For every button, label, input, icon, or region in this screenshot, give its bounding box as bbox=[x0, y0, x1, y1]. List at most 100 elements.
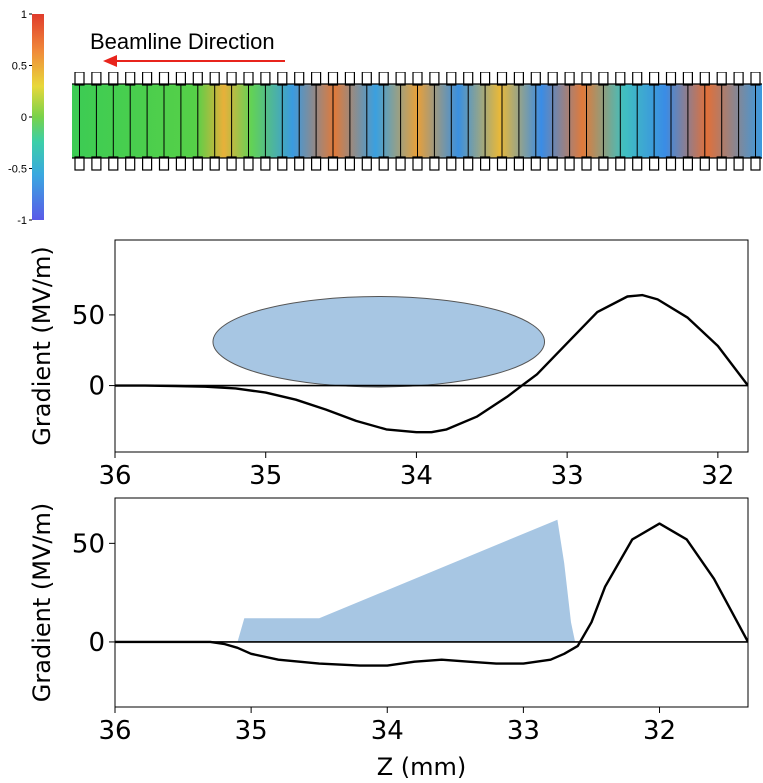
x-tick-label-2: 34 bbox=[371, 716, 404, 746]
cavity-iris-bottom bbox=[175, 156, 186, 171]
x-tick-label-1: 35 bbox=[235, 716, 268, 746]
cavity-iris-bottom bbox=[226, 156, 237, 171]
cavity-iris-top bbox=[615, 72, 626, 86]
cavity-iris-top bbox=[665, 72, 677, 86]
cavity-iris-top bbox=[226, 72, 237, 86]
cavity-iris-bottom bbox=[750, 156, 761, 171]
cavity-iris-top bbox=[243, 72, 254, 86]
cavity-iris-top bbox=[480, 72, 491, 86]
cavity-iris-top bbox=[513, 72, 525, 86]
wake-ellipse bbox=[212, 296, 546, 388]
cavity-iris-bottom bbox=[429, 156, 440, 171]
cavity-iris-top bbox=[74, 72, 85, 86]
cavity-iris-bottom bbox=[598, 156, 609, 171]
y-tick-label-0: 50 bbox=[72, 529, 105, 559]
cavity-iris-top bbox=[175, 72, 186, 86]
cavity-iris-top bbox=[311, 72, 322, 86]
beamline-direction-label: Beamline Direction bbox=[90, 29, 275, 54]
cavity-iris-top bbox=[344, 72, 355, 86]
cavity-iris-top bbox=[699, 72, 710, 86]
cavity-iris-bottom bbox=[733, 156, 744, 171]
cavity-iris-bottom bbox=[412, 156, 423, 171]
cavity-iris-top bbox=[91, 72, 102, 86]
cavity-iris-bottom bbox=[192, 156, 203, 171]
cavity-iris-top bbox=[260, 72, 271, 86]
cavity-iris-bottom bbox=[682, 156, 694, 171]
cavity-iris-bottom bbox=[158, 156, 170, 171]
x-tick-label-1: 35 bbox=[249, 461, 282, 491]
cavity-iris-top bbox=[277, 72, 288, 86]
cavity-iris-bottom bbox=[480, 156, 491, 171]
cavity-iris-top bbox=[581, 72, 592, 86]
cavity-iris-bottom bbox=[260, 156, 271, 171]
series-line-0 bbox=[115, 522, 748, 667]
cavity-iris-bottom bbox=[581, 156, 592, 171]
cavity-iris-bottom bbox=[496, 156, 508, 171]
cavity-iris-top bbox=[429, 72, 440, 86]
x-tick-label-4: 32 bbox=[701, 461, 734, 491]
cavity-iris-top bbox=[378, 72, 389, 86]
chart-bottom: 36 35 34 33 32 50 0 Gradient (MV/m) Z (mm) bbox=[28, 497, 749, 781]
cavity-iris-bottom bbox=[530, 156, 541, 171]
colorbar-gradient bbox=[32, 14, 44, 220]
cavity-iris-top bbox=[294, 72, 305, 86]
cavity-iris-bottom bbox=[243, 156, 254, 171]
y-tick-label-1: 0 bbox=[88, 372, 105, 402]
cavity-iris-bottom bbox=[513, 156, 525, 171]
y-axis-label: Gradient (MV/m) bbox=[28, 503, 56, 702]
colorbar: 1 0.5 0 -0.5 -1 bbox=[8, 9, 44, 227]
cavity-iris-bottom bbox=[125, 156, 136, 171]
cavity-iris-top bbox=[682, 72, 694, 86]
cavity-iris-bottom bbox=[378, 156, 389, 171]
cavity-iris-top bbox=[463, 72, 474, 86]
x-tick-label-4: 32 bbox=[643, 716, 676, 746]
cavity-iris-top bbox=[750, 72, 761, 86]
colorbar-tick-label-0: 1 bbox=[21, 9, 27, 21]
y-axis-label: Gradient (MV/m) bbox=[28, 246, 56, 445]
cavity-iris-bottom bbox=[91, 156, 102, 171]
x-tick-label-3: 33 bbox=[507, 716, 540, 746]
plot-frame bbox=[114, 239, 749, 453]
series-line-0 bbox=[115, 293, 748, 434]
x-tick-label-0: 36 bbox=[98, 461, 131, 491]
cavity-iris-bottom bbox=[615, 156, 626, 171]
cavity-iris-top bbox=[327, 72, 339, 86]
cavity-iris-top bbox=[648, 72, 660, 86]
cavity-iris-top bbox=[142, 72, 153, 86]
cavity-iris-bottom bbox=[716, 156, 727, 171]
cavity-iris-bottom bbox=[361, 156, 372, 171]
cavity-iris-top bbox=[496, 72, 508, 86]
cavity-iris-top bbox=[733, 72, 744, 86]
cavity-iris-bottom bbox=[142, 156, 153, 171]
colorbar-tick-label-1: 0.5 bbox=[12, 61, 27, 73]
cavity-iris-bottom bbox=[463, 156, 474, 171]
cavity-iris-bottom bbox=[395, 156, 406, 171]
x-tick-label-3: 33 bbox=[551, 461, 584, 491]
cavity-iris-bottom bbox=[446, 156, 457, 171]
cavity-iris-bottom bbox=[648, 156, 660, 171]
y-tick-label-0: 50 bbox=[72, 301, 105, 331]
beamline-direction-arrow bbox=[103, 55, 285, 67]
cavity-iris-top bbox=[412, 72, 423, 86]
cavity-iris-bottom bbox=[74, 156, 85, 171]
cavity-iris-top bbox=[158, 72, 170, 86]
cavity-iris-top bbox=[598, 72, 609, 86]
cavity-iris-top bbox=[361, 72, 372, 86]
cavity-iris-top bbox=[446, 72, 457, 86]
cavity-iris-bottom bbox=[344, 156, 355, 171]
cavity-iris-bottom bbox=[547, 156, 558, 171]
cavity-iris-bottom bbox=[311, 156, 322, 171]
colorbar-tick-label-4: -1 bbox=[17, 215, 27, 227]
cavity-iris-bottom bbox=[294, 156, 305, 171]
x-tick-label-0: 36 bbox=[98, 716, 131, 746]
cavity-iris-bottom bbox=[108, 156, 119, 171]
cavity-iris-top bbox=[530, 72, 541, 86]
cavity-iris-top bbox=[547, 72, 558, 86]
plot-frame bbox=[114, 497, 749, 708]
wake-profile bbox=[237, 519, 576, 642]
colorbar-tick-label-2: 0 bbox=[21, 112, 27, 124]
x-tick-label-2: 34 bbox=[400, 461, 433, 491]
cavity-iris-bottom bbox=[564, 156, 575, 171]
cavity-iris-bottom bbox=[699, 156, 710, 171]
y-tick-label-1: 0 bbox=[88, 628, 105, 658]
